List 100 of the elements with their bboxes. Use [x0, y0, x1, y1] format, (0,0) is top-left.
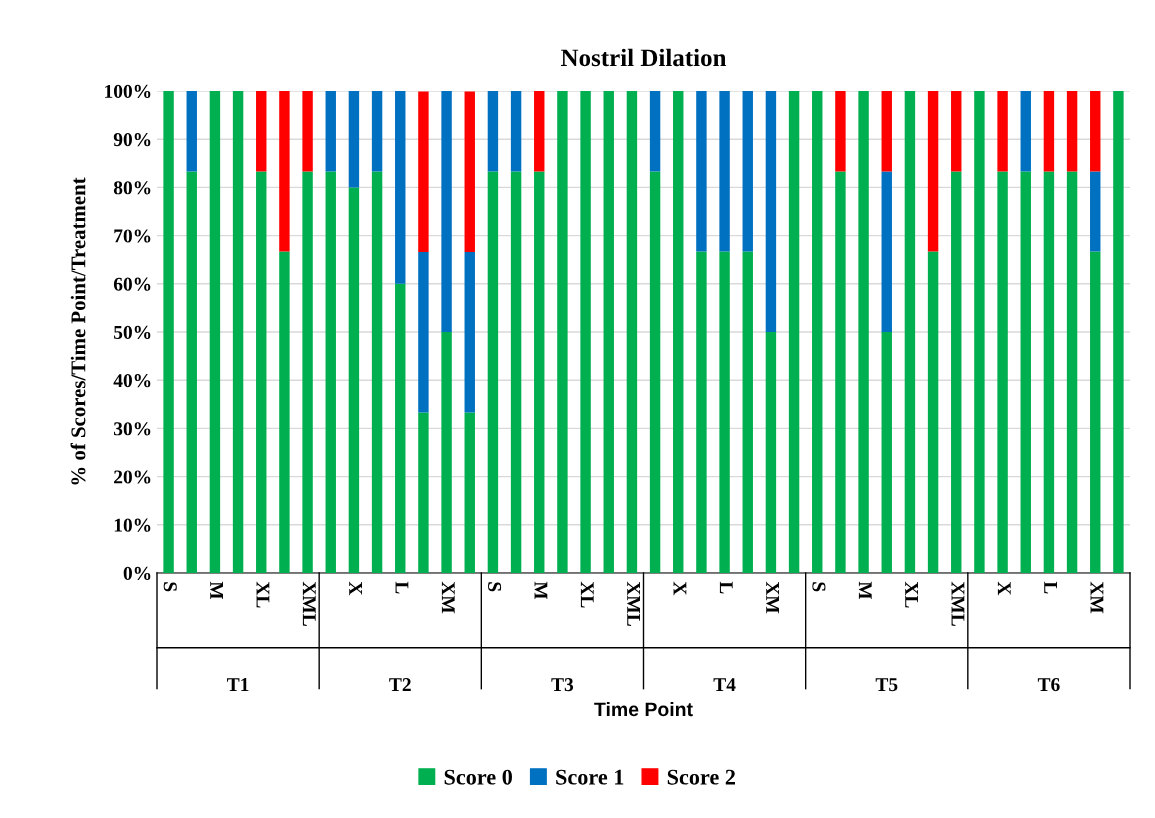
x-tick-label: XML	[951, 581, 965, 626]
bar	[395, 283, 406, 573]
text: T4	[713, 678, 736, 691]
bar	[719, 251, 730, 573]
bar	[835, 171, 846, 573]
bar	[719, 91, 730, 252]
bar	[464, 251, 475, 413]
bar	[510, 91, 522, 172]
chart-title: Nostril Dilation	[560, 48, 727, 67]
bar	[325, 171, 336, 573]
x-tick-label: L	[1044, 581, 1057, 594]
y-tick-label: 90%	[113, 133, 151, 147]
bar	[1090, 251, 1101, 573]
x-tick-label: X	[349, 581, 362, 596]
bar	[927, 251, 939, 573]
text: T5	[875, 678, 898, 692]
bar	[951, 91, 962, 172]
bar	[951, 171, 962, 573]
x-tick-label: L	[395, 581, 409, 594]
bar	[371, 171, 383, 573]
bar	[395, 91, 406, 284]
bar	[534, 171, 545, 573]
bar	[186, 171, 197, 573]
x-tick-label: XL	[580, 581, 594, 608]
x-tick-label: X	[673, 581, 687, 596]
x-axis-title: Time Point	[594, 701, 693, 717]
bar	[163, 91, 174, 573]
bar	[1066, 91, 1078, 172]
x-tick-label: X	[997, 581, 1011, 596]
bar	[418, 91, 429, 252]
x-tick-label: XM	[441, 581, 455, 614]
bar	[742, 91, 753, 252]
y-tick-label: 60%	[113, 277, 151, 291]
text: T2	[389, 678, 411, 691]
bar	[603, 91, 614, 573]
bar	[557, 91, 568, 573]
bar	[348, 91, 360, 188]
bar	[580, 91, 591, 573]
bar	[1020, 171, 1031, 573]
bar	[418, 251, 429, 413]
y-tick-label: 20%	[114, 470, 151, 484]
bar	[256, 171, 267, 573]
bar	[1090, 91, 1101, 172]
y-tick-label: 0%	[123, 566, 151, 580]
y-tick-label: 10%	[114, 518, 151, 532]
bar	[279, 91, 290, 252]
bar	[881, 171, 892, 332]
text: T3	[551, 678, 574, 692]
bar	[1043, 171, 1055, 573]
x-tick-label: M	[534, 581, 548, 600]
bar	[1043, 91, 1055, 172]
bar	[348, 187, 360, 573]
bar	[464, 412, 475, 573]
bar	[1020, 91, 1031, 172]
bar	[1066, 171, 1078, 573]
y-tick-label: 70%	[114, 229, 151, 243]
y-tick-label: 30%	[113, 422, 151, 436]
bar	[788, 91, 800, 573]
bar	[487, 91, 499, 172]
bar	[487, 171, 499, 573]
bar	[510, 171, 522, 573]
bar	[256, 91, 267, 172]
bar	[673, 91, 684, 573]
bar	[1090, 171, 1101, 252]
text: T1	[227, 678, 249, 691]
y-tick-label: 80%	[113, 181, 151, 195]
bar	[765, 91, 777, 332]
x-tick-label: S	[163, 582, 177, 592]
bar	[626, 91, 638, 573]
bar	[649, 91, 661, 172]
bar	[325, 91, 336, 172]
x-tick-label: XM	[766, 581, 779, 614]
bar	[441, 91, 452, 332]
text: T6	[1037, 678, 1060, 692]
bar	[997, 171, 1008, 573]
bar	[186, 91, 197, 172]
x-tick-label: XML	[627, 581, 640, 626]
x-tick-label: XL	[905, 581, 918, 608]
bar	[302, 171, 313, 573]
x-tick-label: S	[812, 582, 826, 592]
bar	[279, 251, 290, 573]
x-tick-label: XM	[1090, 581, 1104, 614]
x-tick-label: XML	[302, 581, 316, 626]
x-tick-label: L	[719, 581, 733, 594]
bar	[649, 171, 661, 573]
bar	[696, 251, 707, 573]
x-tick-label: M	[210, 581, 223, 600]
x-tick-label: XL	[256, 581, 270, 608]
legend-label: Score 1	[556, 769, 624, 785]
bar	[232, 91, 244, 573]
x-tick-label: M	[858, 581, 872, 600]
bar	[534, 91, 545, 172]
y-tick-label: 100%	[105, 84, 151, 98]
bar	[974, 91, 985, 573]
bar	[812, 91, 823, 573]
bar	[881, 332, 892, 573]
legend-label: Score 0	[444, 769, 512, 785]
bar	[441, 332, 452, 573]
y-tick-label: 50%	[114, 325, 151, 339]
legend-label: Score 2	[667, 769, 735, 785]
